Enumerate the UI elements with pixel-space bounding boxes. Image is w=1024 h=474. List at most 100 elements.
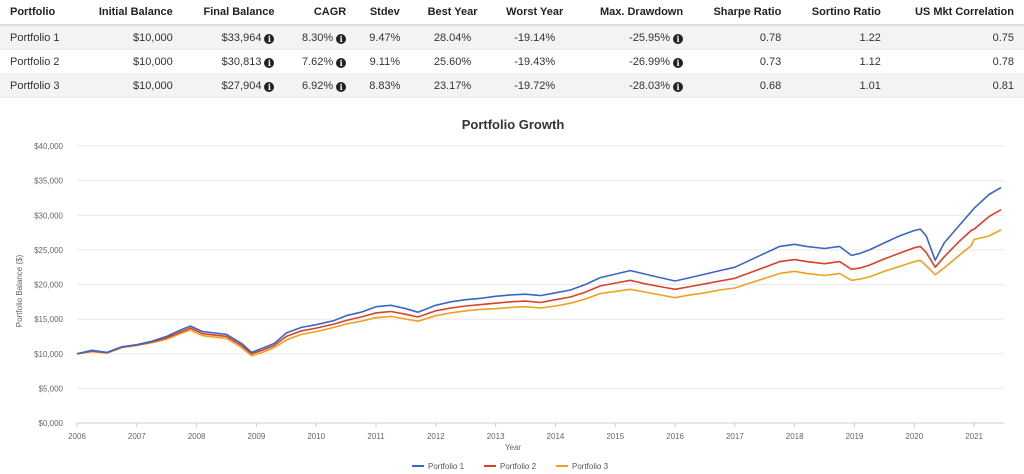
x-axis-ticks: 2006 2007 2008 2009 2010 2011 2012 2013 2014 2015…: [68, 423, 984, 441]
cell-value: 6.92%: [302, 79, 334, 92]
cell-stdev: 9.11%: [356, 49, 414, 74]
header-best-year: Best Year: [413, 0, 492, 26]
x-tick-label: 2013: [487, 432, 505, 441]
cell-us-mkt-correlation: 0.81: [890, 73, 1024, 98]
y-tick-label: $30,000: [34, 211, 63, 220]
y-tick-label: $20,000: [34, 281, 63, 290]
cell-max-drawdown: -26.99% i: [577, 49, 694, 74]
table-row: Portfolio 3 $10,000 $27,904 i 6.92% i 8.83…: [0, 73, 1024, 98]
series-line-portfolio-2: [76, 209, 1002, 355]
series-line-portfolio-3: [76, 229, 1002, 357]
info-circle-icon[interactable]: i: [336, 57, 347, 68]
header-sortino-ratio: Sortino Ratio: [791, 0, 891, 26]
cell-final-balance: $33,964 i: [182, 25, 285, 50]
header-max-drawdown: Max. Drawdown: [577, 0, 694, 26]
header-worst-year: Worst Year: [491, 0, 578, 26]
cell-best-year: 25.60%: [413, 49, 492, 74]
cell-value: -28.03%: [629, 79, 671, 92]
y-axis-ticks: $0,000 $5,000 $10,000 $15,000 $20,000 $25,000…: [34, 142, 63, 428]
y-tick-label: $35,000: [34, 177, 63, 186]
chart-title: Portfolio Growth: [462, 117, 565, 132]
y-tick-label: $0,000: [39, 419, 64, 428]
cell-sortino-ratio: 1.12: [791, 49, 891, 74]
cell-initial-balance: $10,000: [77, 49, 183, 74]
x-tick-label: 2009: [248, 432, 266, 441]
x-tick-label: 2021: [965, 432, 983, 441]
chart-series: [76, 186, 1002, 357]
cell-value: $27,904: [221, 79, 262, 92]
cell-portfolio: Portfolio 1: [0, 25, 78, 50]
header-stdev: Stdev: [356, 0, 414, 26]
cell-cagr: 6.92% i: [284, 73, 357, 98]
cell-value: 8.30%: [302, 31, 334, 44]
x-axis-label: Year: [505, 443, 522, 452]
cell-initial-balance: $10,000: [77, 73, 183, 98]
x-tick-label: 2014: [547, 432, 565, 441]
header-sharpe-ratio: Sharpe Ratio: [693, 0, 792, 26]
cell-sortino-ratio: 1.22: [791, 25, 891, 50]
x-tick-label: 2007: [128, 432, 146, 441]
header-initial-balance: Initial Balance: [77, 0, 183, 26]
cell-cagr: 7.62% i: [284, 49, 357, 74]
cell-final-balance: $27,904 i: [182, 73, 285, 98]
y-tick-label: $5,000: [39, 384, 64, 393]
legend-item-label[interactable]: Portfolio 1: [428, 462, 465, 471]
x-tick-label: 2008: [188, 432, 206, 441]
y-tick-label: $10,000: [34, 350, 63, 359]
cell-us-mkt-correlation: 0.75: [890, 25, 1024, 50]
cell-portfolio: Portfolio 3: [0, 73, 78, 98]
cell-worst-year: -19.72%: [491, 73, 578, 98]
info-circle-icon[interactable]: i: [264, 57, 275, 68]
cell-final-balance: $30,813 i: [182, 49, 285, 74]
table-header-row: Portfolio Initial Balance Final Balance …: [0, 0, 1024, 26]
cell-value: $30,813: [221, 55, 262, 68]
series-line-portfolio-1: [76, 186, 1002, 355]
cell-value: -26.99%: [629, 55, 671, 68]
info-circle-icon[interactable]: i: [673, 33, 684, 44]
cell-max-drawdown: -28.03% i: [577, 73, 694, 98]
table-row: Portfolio 1 $10,000 $33,964 i 8.30% i 9.47…: [0, 25, 1024, 50]
cell-stdev: 8.83%: [356, 73, 414, 98]
info-circle-icon[interactable]: i: [336, 81, 347, 92]
cell-best-year: 23.17%: [413, 73, 492, 98]
cell-portfolio: Portfolio 2: [0, 49, 78, 74]
header-final-balance: Final Balance: [182, 0, 285, 26]
info-circle-icon[interactable]: i: [264, 33, 275, 44]
cell-sortino-ratio: 1.01: [791, 73, 891, 98]
header-cagr: CAGR: [284, 0, 357, 26]
info-circle-icon[interactable]: i: [673, 57, 684, 68]
x-tick-label: 2011: [367, 432, 385, 441]
cell-worst-year: -19.43%: [491, 49, 578, 74]
chart-grid: [77, 145, 1004, 424]
summary-table: Portfolio Initial Balance Final Balance …: [0, 0, 1024, 98]
y-tick-label: $15,000: [34, 315, 63, 324]
cell-value: 7.62%: [302, 55, 334, 68]
cell-best-year: 28.04%: [413, 25, 492, 50]
x-tick-label: 2017: [726, 432, 744, 441]
cell-us-mkt-correlation: 0.78: [890, 49, 1024, 74]
header-portfolio: Portfolio: [0, 0, 78, 26]
cell-sharpe-ratio: 0.73: [693, 49, 792, 74]
x-tick-label: 2020: [905, 432, 923, 441]
info-circle-icon[interactable]: i: [673, 81, 684, 92]
portfolio-growth-chart: Portfolio Growth $0,000 $5,000 $10,000 $15,…: [15, 117, 1004, 471]
cell-sharpe-ratio: 0.78: [693, 25, 792, 50]
x-tick-label: 2019: [846, 432, 864, 441]
chart-legend: Portfolio 1 Portfolio 2 Portfolio 3: [412, 462, 609, 471]
legend-item-label[interactable]: Portfolio 2: [500, 462, 537, 471]
cell-stdev: 9.47%: [356, 25, 414, 50]
cell-value: $33,964: [221, 31, 262, 44]
cell-worst-year: -19.14%: [491, 25, 578, 50]
info-circle-icon[interactable]: i: [336, 33, 347, 44]
table-row: Portfolio 2 $10,000 $30,813 i 7.62% i 9.11…: [0, 49, 1024, 74]
cell-max-drawdown: -25.95% i: [577, 25, 694, 50]
header-us-mkt-correlation: US Mkt Correlation: [890, 0, 1024, 26]
legend-item-label[interactable]: Portfolio 3: [572, 462, 609, 471]
x-tick-label: 2016: [666, 432, 684, 441]
cell-initial-balance: $10,000: [77, 25, 183, 50]
info-circle-icon[interactable]: i: [264, 81, 275, 92]
x-tick-label: 2006: [68, 432, 86, 441]
cell-cagr: 8.30% i: [284, 25, 357, 50]
cell-value: -25.95%: [629, 31, 671, 44]
y-tick-label: $40,000: [34, 142, 63, 151]
